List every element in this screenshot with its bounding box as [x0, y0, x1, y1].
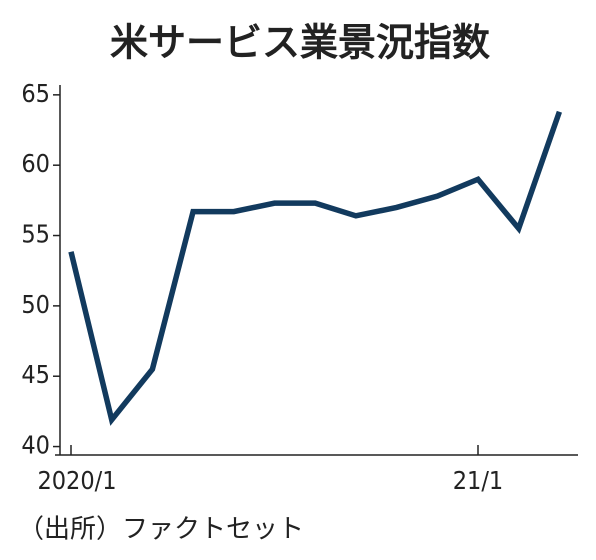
x-tick-label: 2020/1: [37, 466, 116, 495]
x-tick-label: 21/1: [453, 466, 504, 495]
y-tick-label: 50: [21, 290, 50, 319]
source-note: （出所）ファクトセット: [18, 515, 304, 545]
y-tick-label: 45: [21, 360, 50, 389]
y-tick-label: 65: [21, 79, 50, 108]
y-tick-label: 60: [21, 149, 50, 178]
data-line: [68, 110, 562, 426]
y-tick-label: 55: [21, 220, 50, 249]
chart-title: 米サービス業景況指数: [110, 21, 490, 65]
y-tick-label: 40: [21, 431, 50, 460]
